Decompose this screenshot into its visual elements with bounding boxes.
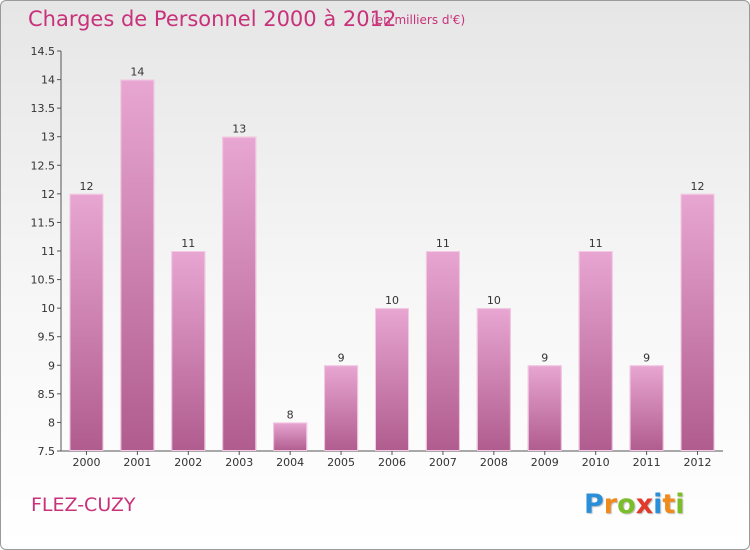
data-label: 10 [385,294,399,307]
bar-highlight [375,308,409,451]
bar [120,79,155,452]
data-label: 8 [287,408,294,421]
x-tick-label: 2002 [174,456,202,469]
bar-2009 [527,365,562,451]
x-tick-label: 2001 [123,456,151,469]
bar-2000 [69,193,104,451]
y-tick-label: 11.5 [31,216,56,229]
bar [324,365,359,451]
bar-highlight [629,365,664,451]
y-tick-label: 12.5 [31,159,56,172]
data-label: 9 [338,351,345,364]
x-tick-label: 2009 [531,456,559,469]
brand-letter: P [584,489,604,520]
data-label: 11 [181,237,195,250]
y-tick-label: 8.5 [38,388,56,401]
data-label: 11 [436,237,450,250]
y-tick-label: 10.5 [31,274,56,287]
x-tick-label: 2011 [633,456,661,469]
bar-highlight [273,422,308,451]
bar-2012 [680,193,715,451]
x-tick-label: 2012 [684,456,712,469]
bar-highlight [171,251,206,451]
brand-letter: t [662,489,676,520]
bar [527,365,562,451]
bar [69,193,104,451]
bars [69,79,715,452]
bar-2011 [629,365,664,451]
y-tick-label: 8 [48,416,55,429]
bar [171,251,206,451]
bar [375,308,409,451]
x-tick-label: 2003 [225,456,253,469]
y-tick-label: 12 [41,188,55,201]
bar [425,251,460,451]
bar-2006 [375,308,409,451]
bar-2003 [222,136,257,451]
x-tick-label: 2008 [480,456,508,469]
bar [578,251,613,451]
x-tick-label: 2005 [327,456,355,469]
bar-highlight [222,136,257,451]
x-tick-label: 2006 [378,456,406,469]
y-tick-label: 13 [41,131,55,144]
bar-2004 [273,422,308,451]
chart-subtitle: (en milliers d'€) [371,13,466,27]
bar-highlight [527,365,562,451]
bar [629,365,664,451]
data-label: 9 [541,351,548,364]
brand-letter: o [617,489,636,520]
data-labels: 12 14 11 13 8 9 10 11 10 9 11 9 12 [79,66,704,422]
bar-highlight [476,308,511,451]
bar-highlight [69,193,104,451]
bar [222,136,257,451]
brand-letter: i [653,489,663,520]
data-label: 14 [130,66,144,79]
bar-2007 [425,251,460,451]
bar [476,308,511,451]
bar [680,193,715,451]
bar-2005 [324,365,359,451]
data-label: 13 [232,123,246,136]
y-tick-label: 11 [41,245,55,258]
proxiti-logo: Proxiti [584,489,685,520]
y-tick-label: 13.5 [31,102,56,115]
x-axis-ticks: 2000 2001 2002 2003 2004 2005 2006 2007 2008 2009… [72,451,712,469]
y-tick-label: 10 [41,302,55,315]
bar-highlight [120,79,155,451]
x-tick-label: 2007 [429,456,457,469]
x-tick-label: 2010 [582,456,610,469]
y-tick-label: 9 [48,359,55,372]
bar-2008 [476,308,511,451]
brand-letter: r [603,489,618,520]
bar-2002 [171,251,206,451]
y-tick-label: 14 [41,74,55,87]
data-label: 12 [691,180,705,193]
x-tick-label: 2004 [276,456,304,469]
chart-title: Charges de Personnel 2000 à 2012 [28,7,397,31]
brand-letter: i [675,489,685,520]
data-label: 9 [643,351,650,364]
data-label: 11 [589,237,603,250]
y-tick-label: 9.5 [38,331,56,344]
x-tick-label: 2000 [72,456,100,469]
data-label: 12 [79,180,93,193]
bar-highlight [680,193,715,451]
y-tick-label: 7.5 [38,445,56,458]
y-axis-ticks: 7.5 8 8.5 9 9.5 10 10.5 11 11.5 12 12.5 13 13.5 14 14.… [31,45,61,458]
bar-highlight [578,251,613,451]
bar-2010 [578,251,613,451]
bar-highlight [324,365,359,451]
y-tick-label: 14.5 [31,45,56,58]
bar-highlight [425,251,460,451]
commune-name: FLEZ-CUZY [31,494,136,516]
bar-2001 [120,79,155,452]
bar [273,422,308,451]
data-label: 10 [487,294,501,307]
brand-letter: x [635,489,654,520]
